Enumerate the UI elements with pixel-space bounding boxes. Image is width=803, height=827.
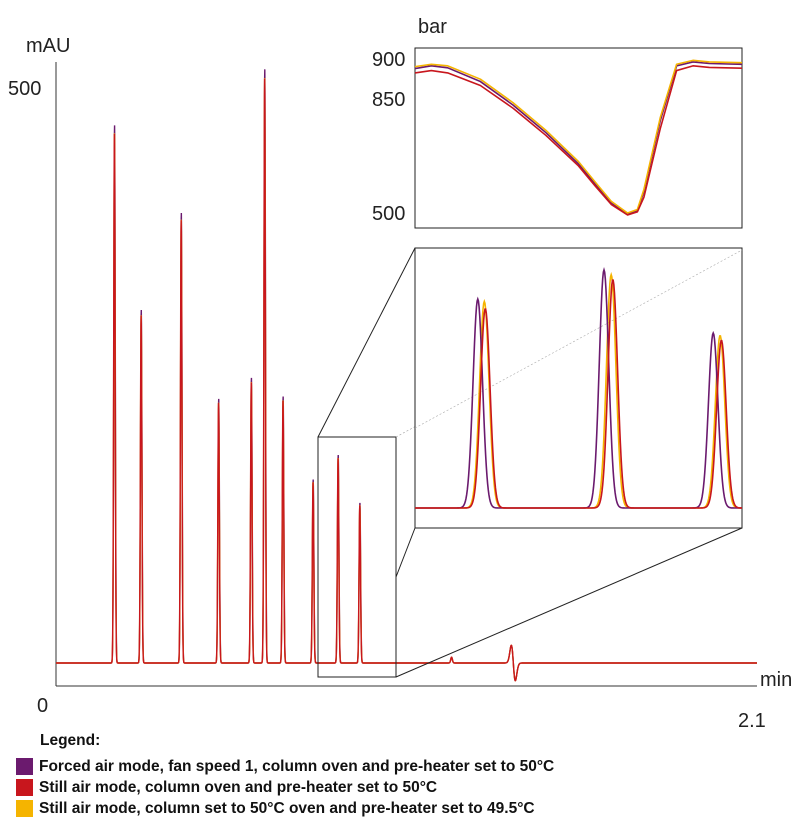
- legend-item-still-air-495: Still air mode, column set to 50°C oven …: [16, 798, 796, 819]
- legend-swatch-still-air-495: [16, 800, 33, 817]
- main-y-label: mAU: [26, 35, 70, 57]
- legend-swatch-forced-air: [16, 758, 33, 775]
- main-x-tick-2.1: 2.1: [738, 710, 766, 730]
- chromatogram-chart: mAU 500 0 2.1 min bar 900 850 500: [8, 16, 792, 730]
- legend-item-forced-air: Forced air mode, fan speed 1, column ove…: [16, 756, 796, 777]
- pressure-series-group: [414, 59, 743, 216]
- pressure-series-line-1: [414, 65, 743, 216]
- pressure-tick-850: 850: [372, 89, 405, 111]
- legend-swatch-still-air: [16, 779, 33, 796]
- zoom-connector-bottom-left: [395, 527, 416, 578]
- zoom-connector-bottom-right: [395, 527, 743, 678]
- pressure-y-label: bar: [418, 16, 447, 38]
- legend-label-still-air-495: Still air mode, column set to 50°C oven …: [39, 799, 535, 817]
- zoom-connector-top-left: [317, 247, 416, 438]
- pressure-tick-500: 500: [372, 203, 405, 225]
- pressure-inset-frame: [414, 47, 743, 229]
- zoom-series-group: [415, 266, 743, 509]
- legend-label-still-air: Still air mode, column oven and pre-heat…: [39, 778, 438, 796]
- main-axes: [55, 62, 757, 687]
- main-x-label: min: [760, 669, 792, 691]
- pressure-tick-900: 900: [372, 49, 405, 71]
- legend-label-forced-air: Forced air mode, fan speed 1, column ove…: [39, 757, 555, 775]
- zoom-series-line-1: [415, 279, 743, 509]
- main-series-line-1: [56, 78, 757, 682]
- legend: Legend: Forced air mode, fan speed 1, co…: [16, 732, 796, 819]
- legend-title: Legend:: [40, 732, 101, 749]
- legend-item-still-air: Still air mode, column oven and pre-heat…: [16, 777, 796, 798]
- pressure-series-line-2: [414, 59, 743, 214]
- zoom-region-box: [317, 436, 397, 678]
- main-x-tick-0: 0: [37, 695, 48, 717]
- main-series-group: [56, 69, 757, 682]
- main-y-tick-500: 500: [8, 78, 41, 100]
- zoom-inset-frame: [414, 247, 743, 529]
